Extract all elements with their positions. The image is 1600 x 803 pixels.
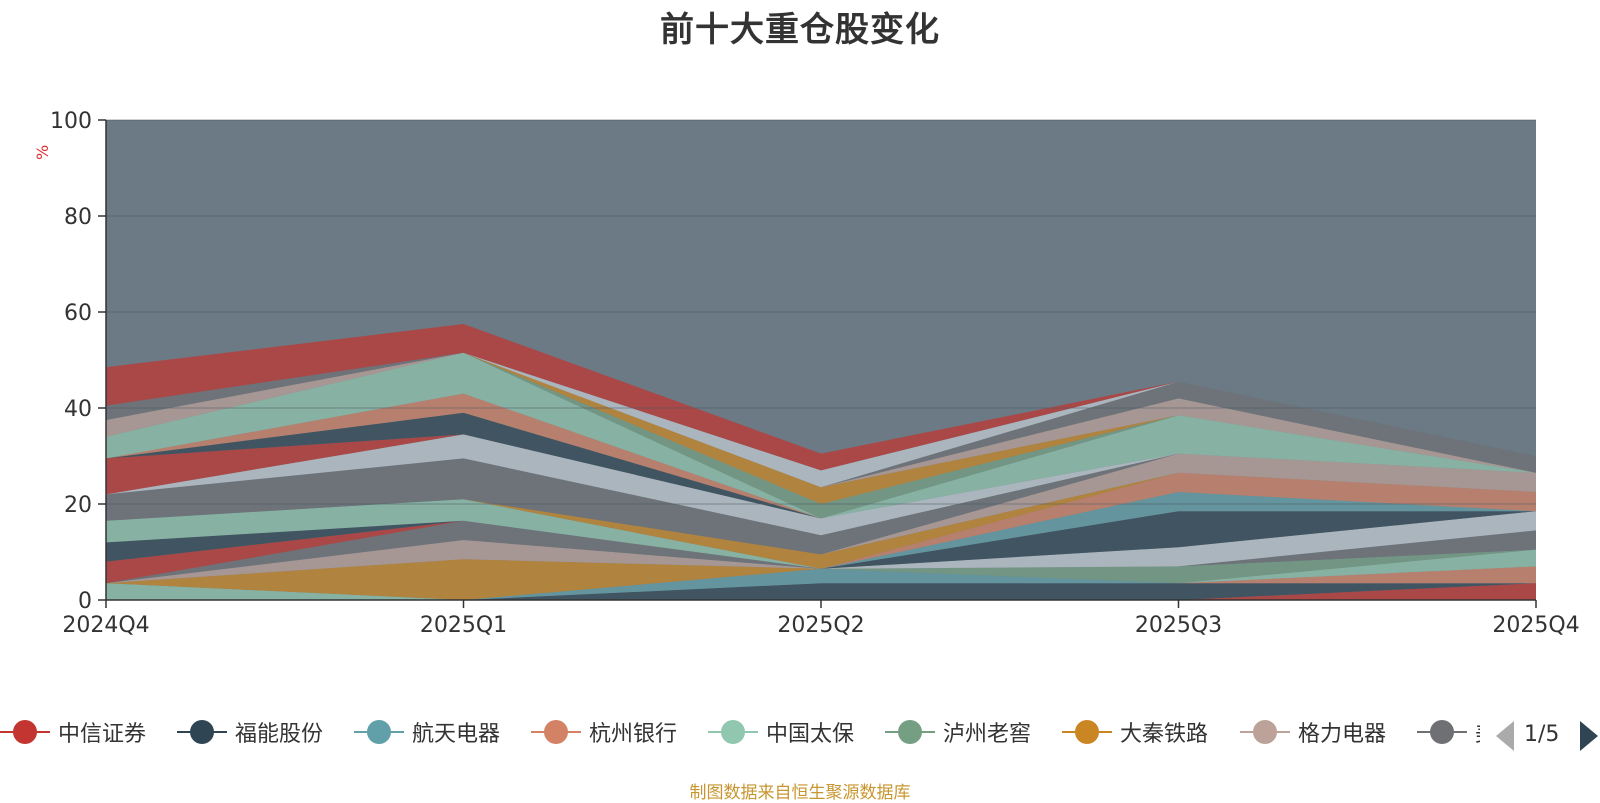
y-tick-label-5: 100: [50, 109, 92, 134]
legend-marker-icon: [1417, 720, 1467, 744]
x-tick-label-2: 2025Q2: [777, 613, 864, 638]
chart-title: 前十大重仓股变化: [660, 10, 940, 50]
area-series-18: [106, 453, 1536, 555]
area-series-15: [106, 472, 1536, 569]
area-series-5: [106, 549, 1536, 600]
legend-marker-icon: [1240, 720, 1290, 744]
y-tick-label-2: 40: [64, 397, 92, 422]
area-series-27: [106, 352, 1536, 488]
legend-label: 美: [1475, 716, 1480, 748]
legend-label: 中国太保: [766, 722, 855, 747]
legend-label: 大秦铁路: [1120, 722, 1209, 747]
legend-item-7[interactable]: 大秦铁路: [1062, 712, 1208, 752]
legend-next-page-icon[interactable]: [1580, 721, 1598, 751]
legend-label: 福能股份: [235, 722, 324, 747]
area-series-7: [106, 549, 1536, 600]
area-series-2: [106, 583, 1536, 600]
axes: 0 20 40 60 80 100 2024Q4 2025Q1 2025Q2 2025Q3 2025…: [50, 109, 1580, 638]
x-tick-label-3: 2025Q3: [1135, 613, 1222, 638]
x-tick-label-4: 2025Q4: [1492, 613, 1579, 638]
area-series-12: [106, 511, 1536, 569]
legend-item-8[interactable]: 格力电器: [1240, 712, 1386, 752]
y-tick-label-4: 80: [64, 205, 92, 230]
legend-item-1[interactable]: 中信证券: [0, 712, 146, 752]
legend-marker-icon: [354, 720, 404, 744]
legend-prev-page-icon[interactable]: [1496, 721, 1514, 751]
area-series-4: [106, 566, 1536, 600]
legend-item-4[interactable]: 杭州银行: [531, 712, 677, 752]
legend-item-3[interactable]: 航天电器: [354, 712, 500, 752]
legend-item-6[interactable]: 泸州老窖: [885, 712, 1031, 752]
legend-label: 泸州老窖: [943, 722, 1032, 747]
area-series-10: [106, 511, 1536, 584]
x-tick-label-1: 2025Q1: [420, 613, 507, 638]
legend-pager: 1/5: [1496, 718, 1600, 752]
area-series-9: [106, 520, 1536, 584]
area-series-26: [106, 352, 1536, 488]
area-series-13: [106, 492, 1536, 569]
legend-item-5[interactable]: 中国太保: [708, 712, 854, 752]
y-tick-label-3: 60: [64, 301, 92, 326]
legend-marker-icon: [531, 720, 581, 744]
legend-marker-icon: [885, 720, 935, 744]
legend-label: 中信证券: [58, 722, 147, 747]
area-series-group: [106, 120, 1536, 600]
y-tick-label-1: 20: [64, 493, 92, 518]
legend-marker-icon: [1062, 720, 1112, 744]
y-axis-label: %: [33, 145, 52, 160]
x-tick-label-0: 2024Q4: [62, 613, 149, 638]
legend-marker-icon: [177, 720, 227, 744]
legend-label: 格力电器: [1298, 722, 1387, 747]
grid-lines: [106, 119, 1536, 505]
area-series-3: [106, 568, 1536, 600]
legend: 中信证券 福能股份 航天电器 杭州银行 中国太保 泸州老窖 大秦铁路 格力电器 美: [0, 712, 1480, 752]
legend-label: 杭州银行: [589, 722, 678, 747]
legend-item-9[interactable]: 美: [1417, 712, 1480, 752]
legend-item-2[interactable]: 福能股份: [177, 712, 323, 752]
area-series-1: [106, 583, 1536, 600]
y-tick-label-0: 0: [78, 589, 92, 614]
source-note: 制图数据来自恒生聚源数据库: [689, 783, 911, 803]
legend-marker-icon: [0, 720, 50, 744]
area-series-8: [106, 540, 1536, 584]
area-series-23: [106, 352, 1536, 519]
legend-page-indicator: 1/5: [1524, 722, 1560, 747]
area-series-6: [106, 549, 1536, 600]
legend-label: 航天电器: [412, 722, 501, 747]
legend-marker-icon: [708, 720, 758, 744]
